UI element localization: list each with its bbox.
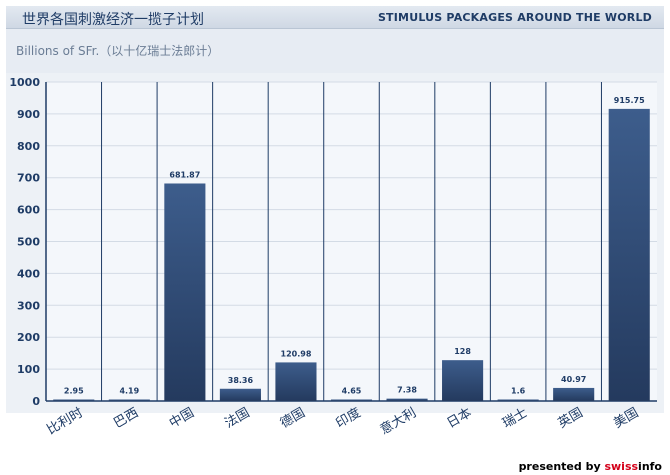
y-tick-label: 700: [17, 172, 40, 185]
y-tick-labels: 0 100 200 300 400 500 600 700 800 900 1000: [9, 76, 40, 408]
y-tick-label: 200: [17, 331, 40, 344]
credit-brand-swiss: swiss: [604, 460, 639, 473]
bar: [608, 108, 650, 402]
category-label: 印度: [333, 405, 364, 432]
bar: [108, 399, 150, 401]
bar: [275, 362, 317, 401]
bars: [53, 108, 650, 402]
category-label: 日本: [445, 405, 475, 431]
value-label: 128: [454, 347, 471, 356]
category-label: 法国: [222, 405, 252, 431]
credit-line: presented by swissinfo: [519, 460, 662, 473]
bar: [386, 398, 428, 401]
credit-brand-info: info: [638, 460, 662, 473]
y-tick-label: 600: [17, 204, 40, 217]
category-label: 德国: [278, 405, 308, 431]
bar: [553, 387, 595, 401]
value-label: 4.19: [119, 387, 139, 396]
category-labels: 比利时 巴西 中国 法国 德国 印度 意大利 日本 瑞士 英国 美国: [44, 405, 641, 438]
value-label: 4.65: [342, 387, 362, 396]
category-label: 美国: [611, 405, 641, 431]
y-tick-label: 500: [17, 236, 40, 249]
chart-title-chinese: 世界各国刺激经济一揽子计划: [22, 12, 204, 28]
category-label: 瑞士: [500, 405, 530, 431]
value-label: 38.36: [228, 376, 254, 385]
y-tick-label: 1000: [9, 76, 40, 89]
value-label: 120.98: [281, 349, 312, 358]
value-label: 1.6: [511, 387, 526, 396]
gridlines: [46, 81, 657, 401]
bar: [497, 399, 539, 401]
value-labels: 2.95 4.19 681.87 38.36 120.98 4.65 7.38 128 1.6 4…: [64, 96, 645, 396]
y-tick-label: 800: [17, 140, 40, 153]
category-label: 比利时: [44, 405, 85, 437]
category-label: 巴西: [111, 405, 141, 431]
category-label: 英国: [556, 405, 586, 431]
chart-header: 世界各国刺激经济一揽子计划 STIMULUS PACKAGES AROUND T…: [6, 6, 664, 29]
y-tick-label: 300: [17, 299, 40, 312]
category-label: 意大利: [377, 405, 419, 438]
chart-subheader: Billions of SFr.（以十亿瑞士法郎计）: [6, 29, 664, 73]
bar: [442, 360, 484, 401]
category-separators: [101, 82, 602, 401]
y-tick-label: 100: [17, 363, 40, 376]
unit-label: Billions of SFr.（以十亿瑞士法郎计）: [16, 44, 220, 58]
bar: [53, 399, 95, 401]
y-tick-label: 900: [17, 108, 40, 121]
value-label: 2.95: [64, 387, 84, 396]
value-label: 915.75: [614, 96, 645, 105]
bar: [330, 399, 373, 401]
y-tick-label: 400: [17, 267, 40, 280]
value-label: 7.38: [397, 386, 417, 395]
credit-prefix: presented by: [518, 460, 605, 473]
y-tick-label: 0: [32, 395, 40, 408]
value-label: 681.87: [169, 170, 200, 179]
chart-title-english: STIMULUS PACKAGES AROUND THE WORLD: [377, 11, 652, 24]
bar: [219, 388, 261, 401]
bar: [164, 183, 206, 401]
value-label: 40.97: [561, 375, 586, 384]
category-label: 中国: [167, 405, 197, 431]
